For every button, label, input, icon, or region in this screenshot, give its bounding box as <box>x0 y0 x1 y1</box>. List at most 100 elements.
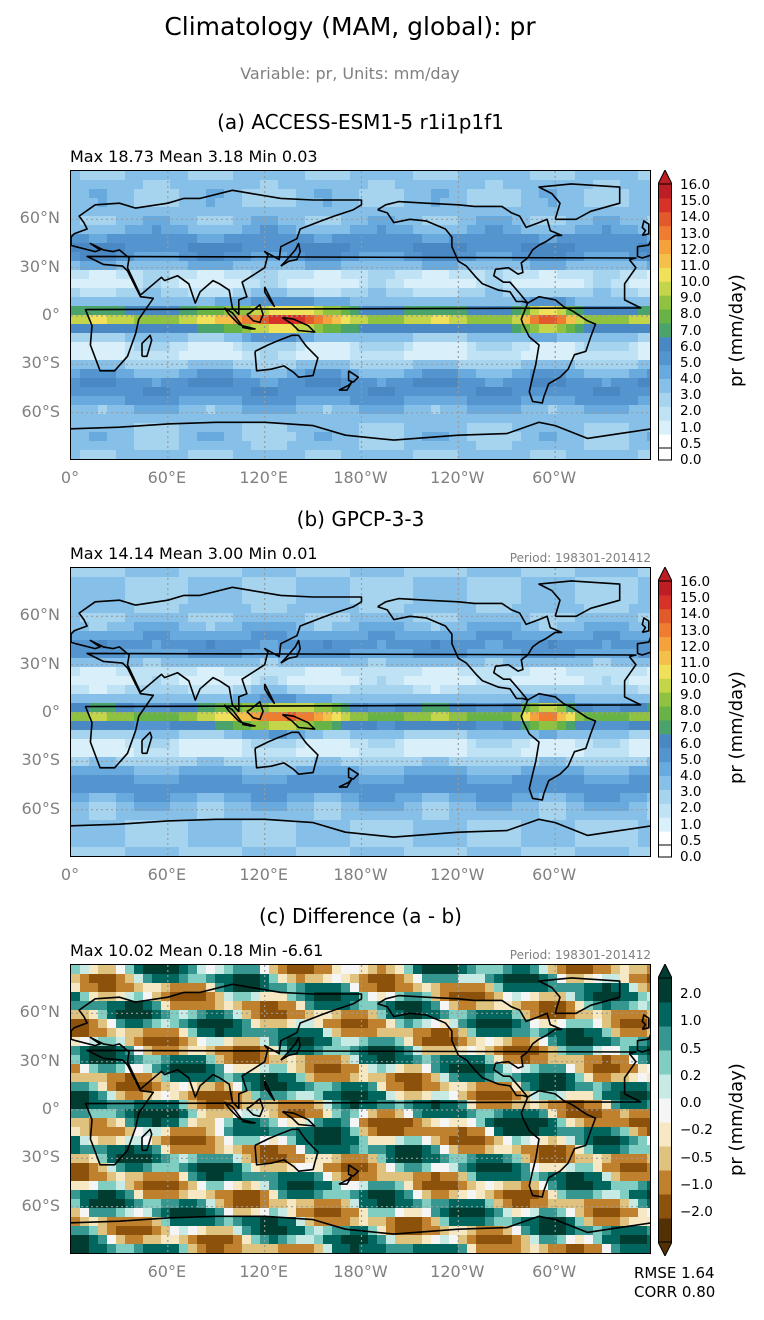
colorbar-tick: 1.0 <box>680 419 702 436</box>
colorbar-tick: 0.5 <box>680 1040 702 1057</box>
colorbar-tick: 2.0 <box>680 403 702 420</box>
panel-a-colorbar-label: pr (mm/day) <box>726 274 747 387</box>
y-tick-label: 60°S <box>21 798 60 818</box>
y-tick-label: 0° <box>41 1099 60 1118</box>
colorbar-tick: 13.0 <box>680 225 711 242</box>
panel-b-stats: Max 14.14 Mean 3.00 Min 0.01 <box>70 544 318 563</box>
panel-c-map-svg <box>71 965 650 1253</box>
colorbar-tick: 5.0 <box>680 354 702 371</box>
panel-c-stats: Max 10.02 Mean 0.18 Min -6.61 <box>70 941 324 960</box>
colorbar-tick: 16.0 <box>680 574 711 590</box>
y-tick-label: 30°N <box>19 256 60 276</box>
y-tick-label: 30°N <box>19 1050 60 1070</box>
colorbar-tick: 10.0 <box>680 274 711 291</box>
panel-b-period: Period: 198301-201412 <box>509 551 651 565</box>
colorbar-tick: 0.5 <box>680 832 702 849</box>
x-tick-label: 60°W <box>532 1262 577 1281</box>
panel-c-period: Period: 198301-201412 <box>509 948 651 962</box>
rmse-label: RMSE 1.64 <box>634 1264 715 1282</box>
panel-a-title: (a) ACCESS-ESM1-5 r1i1p1f1 <box>217 110 504 134</box>
colorbar-tick: −2.0 <box>680 1204 713 1220</box>
field-layer <box>71 965 650 1253</box>
colorbar-tick: 0.0 <box>680 1095 702 1111</box>
gridlines <box>71 171 650 459</box>
colorbar-tick: 0.0 <box>680 452 702 468</box>
colorbar-tick: 4.0 <box>680 371 702 388</box>
colorbar-tick: −1.0 <box>680 1176 713 1193</box>
x-tick-label: 0° <box>60 865 80 884</box>
colorbar-tick: 16.0 <box>680 177 711 193</box>
colorbar-tick: 12.0 <box>680 638 711 655</box>
coastlines <box>71 183 650 441</box>
figure-title: Climatology (MAM, global): pr <box>164 12 536 41</box>
panel-c-colorbar <box>657 962 673 1260</box>
y-tick-label: 60°S <box>21 1195 60 1215</box>
panel-c-title: (c) Difference (a - b) <box>259 904 462 928</box>
panel-b-colorbar-label: pr (mm/day) <box>726 671 747 784</box>
panel-a-map-svg <box>71 171 650 459</box>
gridlines <box>71 965 650 1253</box>
colorbar-tick: 3.0 <box>680 387 702 404</box>
x-tick-label: 60°W <box>532 865 577 884</box>
colorbar-tick: 14.0 <box>680 209 711 226</box>
corr-label: CORR 0.80 <box>634 1283 716 1301</box>
colorbar-tick: 0.5 <box>680 435 702 452</box>
colorbar-tick: 12.0 <box>680 241 711 258</box>
x-tick-label: 120°W <box>430 1262 485 1281</box>
coastlines <box>71 977 650 1235</box>
colorbar-tick: −0.2 <box>680 1122 713 1139</box>
colorbar-tick: 4.0 <box>680 768 702 785</box>
colorbar-tick: 3.0 <box>680 784 702 801</box>
x-tick-label: 180°W <box>333 1262 388 1281</box>
panel-c-colorbar-label: pr (mm/day) <box>726 1063 747 1176</box>
colorbar-tick: 10.0 <box>680 671 711 688</box>
colorbar-tick: 11.0 <box>680 654 711 671</box>
colorbar-tick: 15.0 <box>680 590 711 607</box>
colorbar-tick: 7.0 <box>680 322 702 339</box>
coastlines <box>71 580 650 838</box>
colorbar-tick: 0.0 <box>680 849 702 865</box>
gridlines <box>71 568 650 856</box>
colorbar-tick: 11.0 <box>680 257 711 274</box>
y-tick-label: 30°S <box>21 750 60 770</box>
panel-c-map <box>70 964 651 1254</box>
y-tick-label: 60°N <box>19 605 60 625</box>
x-tick-label: 180°W <box>333 865 388 884</box>
colorbar-tick: 6.0 <box>680 735 702 752</box>
y-tick-label: 30°S <box>21 353 60 373</box>
x-tick-label: 60°W <box>532 468 577 487</box>
y-tick-label: 0° <box>41 702 60 721</box>
field-layer <box>71 171 650 459</box>
x-tick-label: 60°E <box>147 1262 187 1281</box>
x-tick-label: 120°W <box>430 468 485 487</box>
figure-subtitle: Variable: pr, Units: mm/day <box>240 64 460 83</box>
x-tick-label: 120°E <box>239 865 288 884</box>
panel-b-colorbar <box>657 565 673 863</box>
panel-c-metrics: RMSE 1.64 CORR 0.80 <box>634 1264 715 1302</box>
y-tick-label: 60°N <box>19 208 60 228</box>
colorbar-tick: 8.0 <box>680 703 702 720</box>
panel-b-map <box>70 567 651 857</box>
x-tick-label: 120°E <box>239 1262 288 1281</box>
colorbar-tick: 8.0 <box>680 306 702 323</box>
colorbar-tick: 1.0 <box>680 816 702 833</box>
y-tick-label: 0° <box>41 305 60 324</box>
colorbar-tick: 2.0 <box>680 800 702 817</box>
x-tick-label: 60°E <box>147 865 187 884</box>
colorbar-tick: 9.0 <box>680 290 702 307</box>
colorbar-tick: 9.0 <box>680 687 702 704</box>
colorbar-tick: 13.0 <box>680 622 711 639</box>
field-layer <box>71 568 650 856</box>
panel-a-stats: Max 18.73 Mean 3.18 Min 0.03 <box>70 147 318 166</box>
colorbar-tick: 0.2 <box>680 1067 702 1084</box>
colorbar-tick: −0.5 <box>680 1149 713 1166</box>
x-tick-label: 0° <box>60 468 80 487</box>
y-tick-label: 30°S <box>21 1147 60 1167</box>
colorbar-tick: 15.0 <box>680 193 711 210</box>
colorbar-tick: 2.0 <box>680 986 702 1002</box>
panel-a-map <box>70 170 651 460</box>
panel-b-title: (b) GPCP-3-3 <box>296 507 425 531</box>
x-tick-label: 120°E <box>239 468 288 487</box>
panel-b-map-svg <box>71 568 650 856</box>
y-tick-label: 30°N <box>19 653 60 673</box>
